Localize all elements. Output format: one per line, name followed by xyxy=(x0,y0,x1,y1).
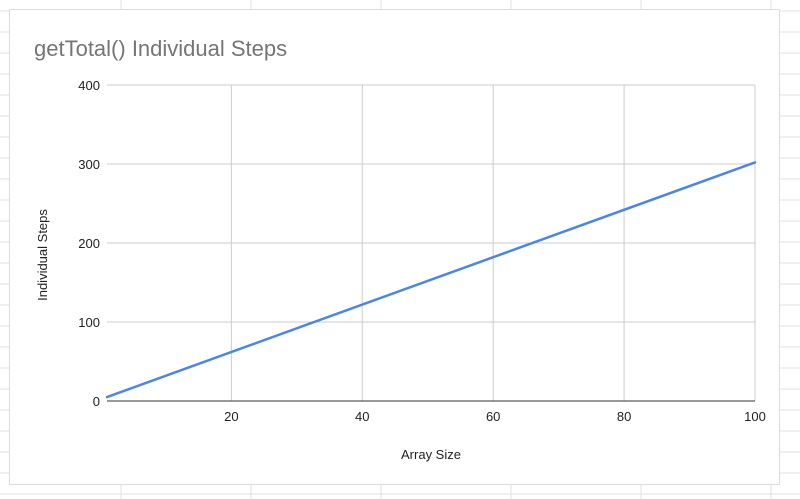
x-tick-label: 20 xyxy=(224,409,238,424)
series-line-1[interactable] xyxy=(105,161,757,399)
gridlines xyxy=(107,84,756,401)
chart-title: getTotal() Individual Steps xyxy=(34,36,287,61)
x-tick-label: 100 xyxy=(744,409,766,424)
y-axis-title: Individual Steps xyxy=(35,209,50,301)
x-axis-title: Array Size xyxy=(401,447,461,462)
x-tick-label: 60 xyxy=(486,409,500,424)
y-tick-label: 0 xyxy=(93,394,100,409)
x-tick-label: 80 xyxy=(617,409,631,424)
y-tick-label: 300 xyxy=(78,157,100,172)
y-tick-label: 100 xyxy=(78,315,100,330)
y-tick-label: 400 xyxy=(78,78,100,93)
x-tick-label: 40 xyxy=(355,409,369,424)
tick-labels: 0 100 200 300 400 20 40 60 80 100 xyxy=(78,78,766,424)
series-layer xyxy=(105,161,757,399)
y-tick-label: 200 xyxy=(78,236,100,251)
chart-container[interactable] xyxy=(9,9,780,485)
